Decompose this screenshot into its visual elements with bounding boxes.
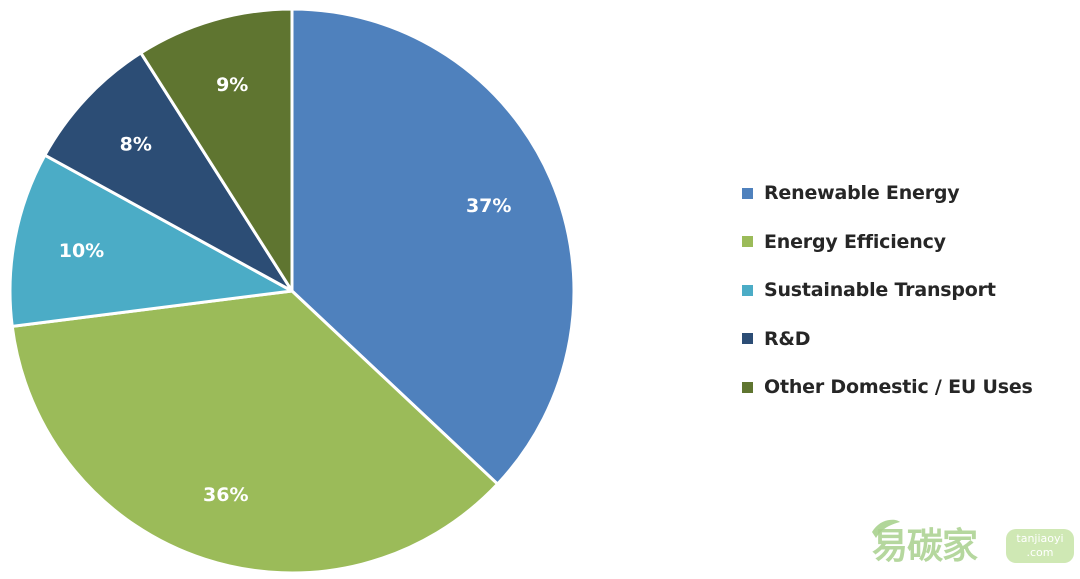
pie-label-renewable-energy: 37% [466,195,511,217]
watermark-logo: 易碳家 tanjiaoyi .com [866,514,1074,567]
pie-label-other-domestic-eu-uses: 9% [216,74,248,96]
legend-label: Energy Efficiency [764,230,946,253]
watermark-brand-text: 易碳家 [872,526,978,567]
legend-item-energy-efficiency: Energy Efficiency [742,227,1072,257]
pie-slices [8,7,576,575]
legend-swatch [742,187,753,199]
watermark-logo-mark: 易碳家 [872,519,979,567]
pie-label-randd: 8% [120,133,152,155]
legend-item-other-domestic-eu-uses: Other Domestic / EU Uses [742,372,1072,402]
pie-slice-other-domestic-eu-uses [139,7,294,293]
pie-slice-randd [43,51,294,293]
legend-label: Other Domestic / EU Uses [764,376,1033,398]
pie-slice-energy-efficiency [10,289,500,575]
legend-item-renewable-energy: Renewable Energy [742,178,1072,208]
legend-swatch [742,236,753,247]
watermark-domain-line1: tanjiaoyi [1016,532,1064,545]
pie-slice-sustainable-transport [8,153,294,328]
watermark-domain-line2: .com [1026,546,1054,559]
pie-label-sustainable-transport: 10% [59,240,104,262]
legend-item-r-and-d: R&D [742,324,1072,354]
legend-swatch [742,333,753,344]
legend-swatch [742,284,753,296]
legend-label: R&D [764,327,811,350]
legend-item-sustainable-transport: Sustainable Transport [742,275,1072,305]
pie-label-energy-efficiency: 36% [203,484,248,506]
legend-label: Renewable Energy [764,182,960,204]
watermark-domain: tanjiaoyi .com [1006,529,1074,563]
pie-slice-labels: 37% 36% 10% 8% 9% [59,74,512,506]
legend-label: Sustainable Transport [764,279,996,301]
pie-slice-renewable-energy [290,7,576,486]
legend-swatch [742,381,753,393]
chart-legend: Renewable Energy Energy Efficiency Susta… [742,178,1072,421]
